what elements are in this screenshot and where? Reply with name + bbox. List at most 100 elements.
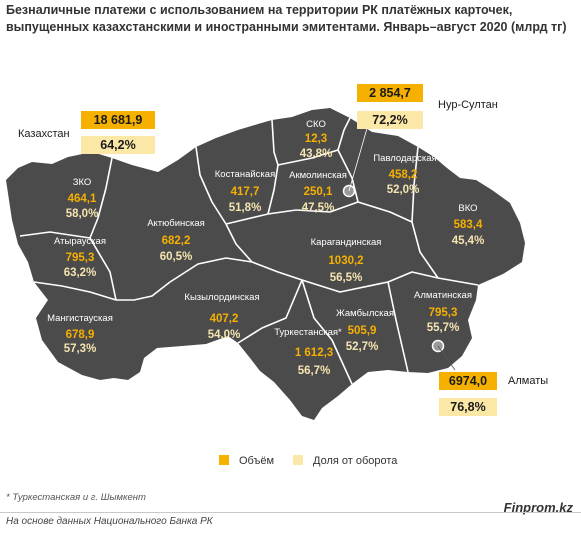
almaty-volume-box: 6974,0 [439,372,497,390]
region-name: Акмолинская [289,170,347,181]
region-share: 54,0% [208,329,241,341]
region-share: 56,5% [330,272,363,284]
footnote: * Туркестанская и г. Шымкент [6,492,146,503]
region-label-aktobe: Актюбинская 682,2 60,5% [147,218,205,263]
almaty-label: Алматы [508,375,549,387]
border-kyzylorda-turkestan [237,279,303,344]
border-sko-pavlodar [337,117,351,151]
title-line-2: выпущенных казахстанскими и иностранными… [6,20,567,34]
region-share: 60,5% [160,251,193,263]
almaty-leader [437,345,456,371]
kazakhstan-share-box: 64,2% [81,136,155,154]
border-karaganda-zhambyl [301,279,389,293]
border-pavlodar-vko [411,146,419,223]
region-name: ЗКО [73,177,92,188]
nur-sultan-label: Нур-Султан [438,99,498,111]
region-label-mangistau: Мангистауская 678,9 57,3% [47,313,113,355]
region-name: Алматинская [414,290,472,301]
region-label-akmola: Акмолинская 250,1 47,5% [289,170,347,214]
region-name: Кызылординская [184,292,259,303]
kazakhstan-label: Казахстан [18,128,70,140]
legend-volume-label: Объём [239,455,275,467]
region-name: Павлодарская [373,153,436,164]
brand-logo: Finprom.kz [503,500,573,515]
border-kostanay-sko [271,119,279,166]
region-volume: 795,3 [429,307,458,319]
region-label-zhambyl: Жамбылская 505,9 52,7% [336,308,394,353]
region-volume: 250,1 [304,186,333,198]
region-borders [19,117,479,385]
region-name: Атырауская [54,236,106,247]
border-pavlodar-karaganda [357,201,413,223]
border-kostanay-karaganda [225,209,297,225]
region-volume: 678,9 [66,329,95,341]
nur-sultan-share-box: 72,2% [357,111,423,129]
region-volume: 464,1 [68,193,97,205]
border-aktobe-kostanay [195,146,227,225]
region-label-kyzylorda: Кызылординская 407,2 54,0% [184,292,259,341]
region-volume: 1 612,3 [295,347,333,359]
legend-share: Доля от оборота [293,455,397,467]
border-turkestan-zhambyl [301,279,353,385]
kazakhstan-volume-box: 18 681,9 [81,111,155,129]
border-zko-aktobe [89,157,113,239]
region-share: 43,8% [300,148,333,160]
region-share: 55,7% [427,322,460,334]
region-share: 52,0% [387,184,420,196]
region-label-turkestan: Туркестанская* 1 612,3 56,7% [274,327,342,377]
border-karaganda-almaty [387,271,439,283]
region-volume: 1030,2 [328,255,363,267]
almaty-share-box: 76,8% [439,398,497,416]
border-karaganda-kyzylorda [251,261,303,281]
region-label-kostanay: Костанайская 417,7 51,8% [215,169,275,214]
region-label-almaty-region: Алматинская 795,3 55,7% [414,290,472,334]
region-share: 47,5% [302,202,335,214]
legend-volume-swatch [219,455,229,465]
region-share: 58,0% [66,208,99,220]
region-volume: 458,2 [389,169,418,181]
border-zhambyl-almaty [387,281,409,373]
source-note: На основе данных Национального Банка РК [6,516,213,527]
border-zko-atyrau [19,231,91,239]
legend-share-swatch [293,455,303,465]
region-label-vko: ВКО 583,4 45,4% [452,203,485,247]
region-name: Жамбылская [336,308,394,319]
nur-sultan-volume-box: 2 854,7 [357,84,423,102]
border-akmola-karaganda [295,201,359,213]
region-volume: 12,3 [305,133,327,145]
region-name: Костанайская [215,169,275,180]
border-sko-akmola [277,149,339,166]
region-volume: 583,4 [454,219,483,231]
legend-volume: Объём [219,455,274,467]
region-label-pavlodar: Павлодарская 458,2 52,0% [373,153,436,196]
border-karaganda-vko [411,221,479,286]
region-share: 45,4% [452,235,485,247]
title-line-1: Безналичные платежи с использованием на … [6,3,513,17]
region-share: 63,2% [64,267,97,279]
region-name: Мангистауская [47,313,113,324]
region-label-sko: СКО 12,3 43,8% [300,119,333,160]
region-label-atyrau: Атырауская 795,3 63,2% [54,236,106,279]
border-atyrau-mangistau [33,281,117,301]
border-mangistau-aktobe [116,281,171,301]
border-aktobe-kyzylorda [169,257,253,283]
region-name: СКО [306,119,326,130]
region-volume: 795,3 [66,252,95,264]
region-volume: 407,2 [210,313,239,325]
border-kostanay-akmola [267,164,279,215]
region-share: 51,8% [229,202,262,214]
region-volume: 682,2 [162,235,191,247]
region-volume: 417,7 [231,186,260,198]
footer-divider [0,512,581,513]
border-aktobe-karaganda [225,223,253,263]
country-shape [6,108,525,420]
region-share: 57,3% [64,343,97,355]
region-name: ВКО [458,203,477,214]
region-share: 56,7% [298,365,331,377]
region-volume: 505,9 [348,325,377,337]
region-name: Туркестанская* [274,327,342,338]
legend-share-label: Доля от оборота [313,455,398,467]
region-name: Актюбинская [147,218,205,229]
chart-title: Безналичные платежи с использованием на … [6,2,578,36]
